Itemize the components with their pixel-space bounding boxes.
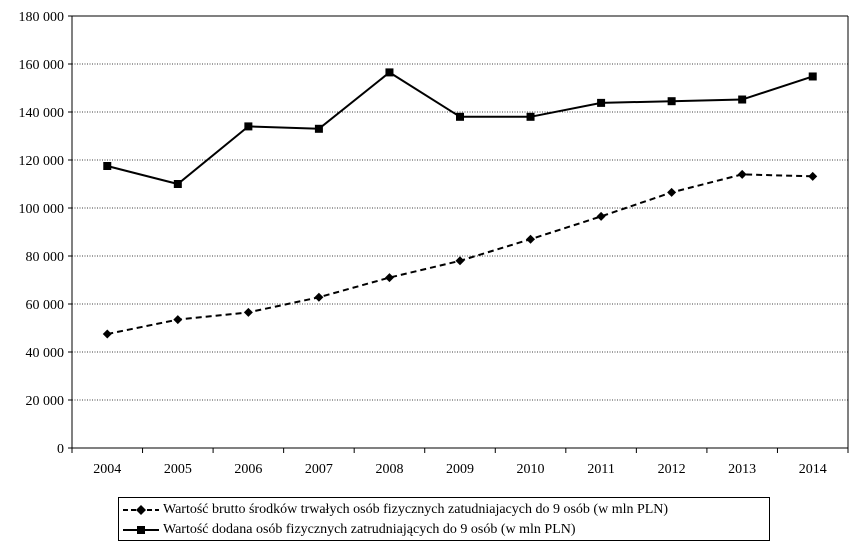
xtick-label-2004: 2004 [93,462,121,477]
series-2-point-2011 [597,98,606,107]
legend-label-series-1: Wartość brutto środków trwałych osób fiz… [163,502,669,517]
legend-label-series-2: Wartość dodana osób fizycznych zatrudnia… [163,522,576,537]
series-2-point-2013 [738,95,747,104]
xtick-label-2005: 2005 [164,462,192,477]
xtick-label-2008: 2008 [375,462,403,477]
series-1-point-2007 [314,292,324,302]
grid-lines [72,15,848,401]
xtick-label-2007: 2007 [305,462,333,477]
series-1-point-2010 [526,234,536,244]
line-chart: 0 20 000 40 000 60 000 80 000 100 000 120 000 1… [19,10,849,477]
xtick-label-2006: 2006 [234,462,262,477]
xtick-label-2011: 2011 [587,462,614,477]
series-2-point-2010 [526,112,535,121]
xtick-label-2013: 2013 [728,462,756,477]
series-2-point-2008 [385,68,394,77]
xtick-label-2010: 2010 [517,462,545,477]
ytick-label-2: 40 000 [26,346,65,361]
series-1-point-2004 [102,329,112,339]
series-2-point-2012 [667,97,676,106]
xtick-label-2014: 2014 [799,462,827,477]
legend-item-series-1: Wartość brutto środków trwałych osób fiz… [119,500,668,520]
series-2-point-2009 [456,112,464,121]
series-1-point-2012 [667,187,677,197]
series-2-point-2005 [173,180,182,188]
ytick-label-6: 120 000 [19,154,65,169]
series-2-point-2006 [244,122,253,131]
legend-swatch-dashed-diamond [123,505,159,515]
series-2-point-2014 [808,72,817,81]
series-1-point-2008 [384,273,394,283]
legend: Wartość brutto środków trwałych osób fiz… [118,497,770,541]
x-tick-labels: 2004 2005 2006 2007 2008 2009 2010 2011 2012 2013… [93,462,826,477]
series-1-point-2006 [243,307,253,317]
ytick-label-9: 180 000 [19,10,65,25]
ytick-label-7: 140 000 [19,106,65,121]
series-1-point-2005 [173,315,183,325]
xtick-label-2012: 2012 [658,462,686,477]
series-1-point-2011 [596,211,606,221]
series-2-point-2007 [314,124,323,133]
series-2-point-2004 [103,162,112,170]
series-line-1 [107,173,813,335]
series-markers [102,68,818,339]
series-line-2 [107,71,814,186]
axes [68,15,849,453]
series-1-point-2014 [808,171,818,181]
ytick-label-8: 160 000 [19,58,65,73]
y-tick-labels: 0 20 000 40 000 60 000 80 000 100 000 120 000 1… [19,10,65,457]
ytick-label-0: 0 [57,442,64,457]
ytick-label-4: 80 000 [26,250,65,265]
series-1-point-2013 [737,169,747,179]
ytick-label-5: 100 000 [19,202,65,217]
ytick-label-1: 20 000 [26,394,65,409]
legend-swatch-solid-square [123,526,159,534]
ytick-label-3: 60 000 [26,298,65,313]
xtick-label-2009: 2009 [446,462,474,477]
legend-item-series-2: Wartość dodana osób fizycznych zatrudnia… [119,520,576,540]
series-1-point-2009 [455,256,465,266]
